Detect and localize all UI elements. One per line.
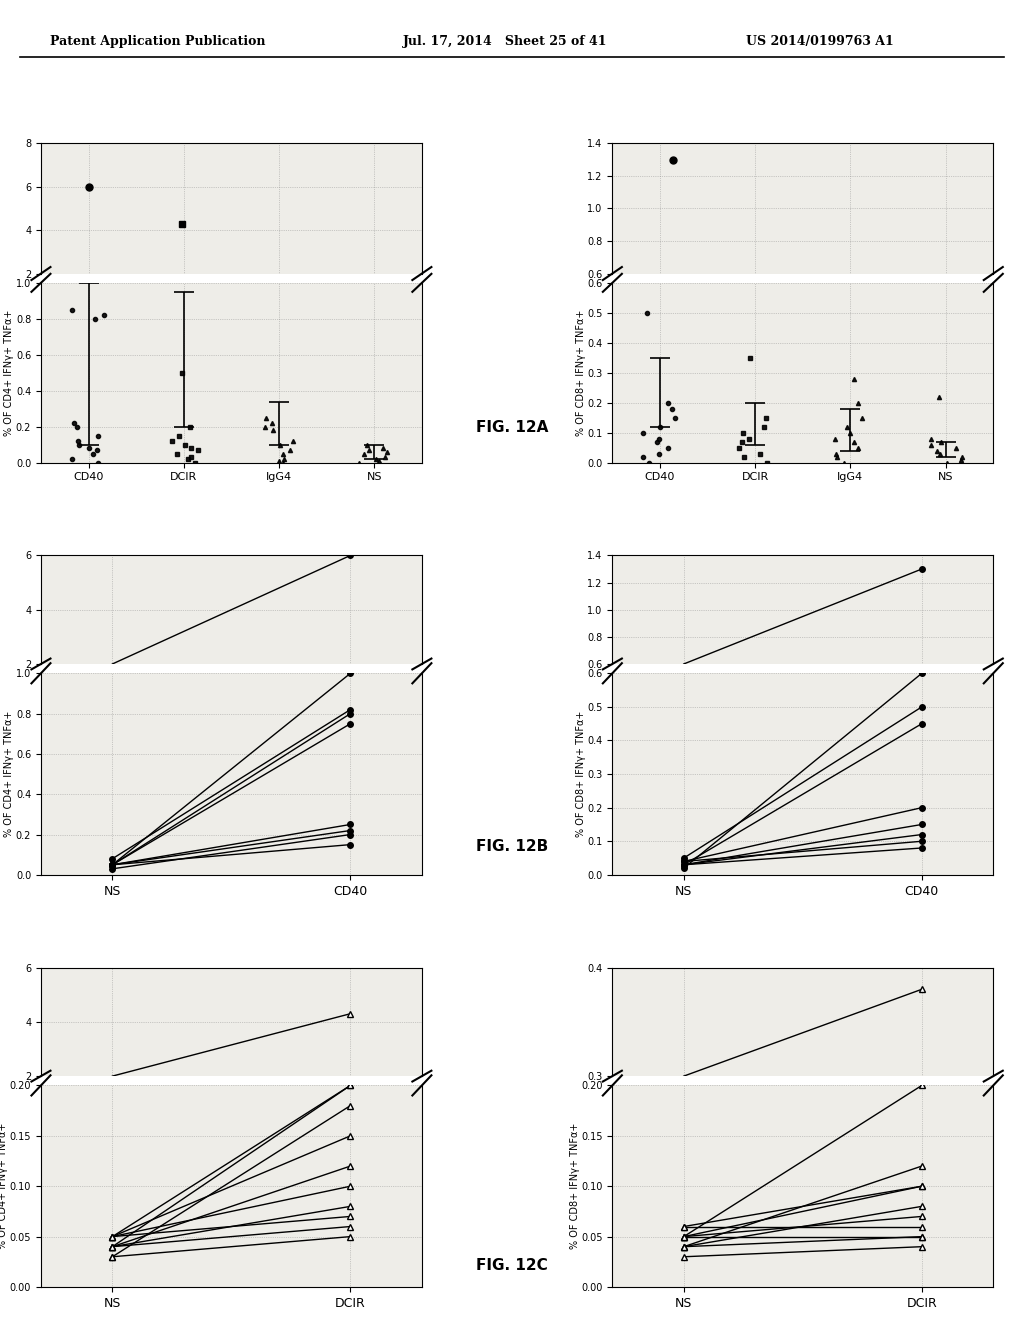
- Y-axis label: % OF CD8+ IFNγ+ TNFα+: % OF CD8+ IFNγ+ TNFα+: [575, 711, 586, 837]
- Text: FIG. 12A: FIG. 12A: [476, 420, 548, 434]
- Y-axis label: % OF CD4+ IFNγ+ TNFα+: % OF CD4+ IFNγ+ TNFα+: [0, 1123, 8, 1250]
- Y-axis label: % OF CD8+ IFNγ+ TNFα+: % OF CD8+ IFNγ+ TNFα+: [569, 1123, 580, 1250]
- Y-axis label: % OF CD4+ IFNγ+ TNFα+: % OF CD4+ IFNγ+ TNFα+: [4, 310, 14, 436]
- Text: Jul. 17, 2014   Sheet 25 of 41: Jul. 17, 2014 Sheet 25 of 41: [402, 36, 607, 49]
- Text: FIG. 12B: FIG. 12B: [476, 840, 548, 854]
- Y-axis label: % OF CD4+ IFNγ+ TNFα+: % OF CD4+ IFNγ+ TNFα+: [4, 711, 14, 837]
- Text: Patent Application Publication: Patent Application Publication: [50, 36, 266, 49]
- Y-axis label: % OF CD8+ IFNγ+ TNFα+: % OF CD8+ IFNγ+ TNFα+: [575, 310, 586, 436]
- Text: US 2014/0199763 A1: US 2014/0199763 A1: [745, 36, 893, 49]
- Text: FIG. 12C: FIG. 12C: [476, 1258, 548, 1272]
